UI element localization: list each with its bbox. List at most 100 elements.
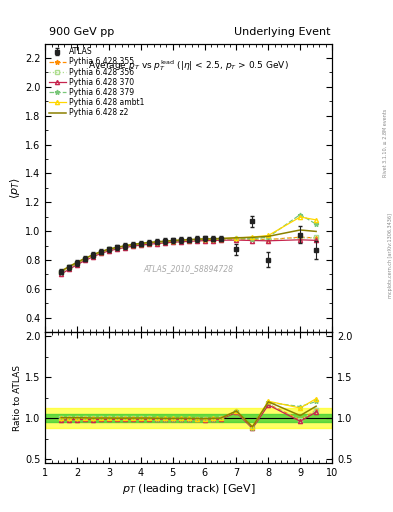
- Pythia 6.428 356: [314, 234, 318, 241]
- Text: Average $p_T$ vs $p_T^{\mathrm{lead}}$ ($|\eta|$ < 2.5, $p_T$ > 0.5 GeV): Average $p_T$ vs $p_T^{\mathrm{lead}}$ (…: [88, 58, 289, 73]
- Pythia 6.428 379: [123, 243, 127, 249]
- Pythia 6.428 z2: [178, 237, 183, 243]
- Line: Pythia 6.428 356: Pythia 6.428 356: [59, 236, 318, 274]
- Pythia 6.428 379: [107, 246, 111, 252]
- Pythia 6.428 355: [107, 247, 111, 253]
- Pythia 6.428 z2: [83, 255, 87, 261]
- Pythia 6.428 z2: [147, 240, 151, 246]
- Pythia 6.428 z2: [186, 237, 191, 243]
- Text: Rivet 3.1.10, ≥ 2.8M events: Rivet 3.1.10, ≥ 2.8M events: [383, 109, 387, 178]
- Pythia 6.428 356: [123, 243, 127, 249]
- Line: Pythia 6.428 355: Pythia 6.428 355: [59, 235, 319, 275]
- Y-axis label: Ratio to ATLAS: Ratio to ATLAS: [13, 365, 22, 431]
- Pythia 6.428 370: [194, 238, 199, 244]
- Pythia 6.428 379: [250, 236, 255, 242]
- Pythia 6.428 355: [250, 236, 255, 242]
- Pythia 6.428 ambt1: [210, 236, 215, 242]
- Pythia 6.428 355: [138, 241, 143, 247]
- Pythia 6.428 370: [147, 241, 151, 247]
- Pythia 6.428 ambt1: [178, 237, 183, 243]
- Pythia 6.428 356: [162, 239, 167, 245]
- Pythia 6.428 379: [234, 236, 239, 242]
- Pythia 6.428 ambt1: [99, 248, 103, 254]
- Pythia 6.428 z2: [314, 228, 318, 234]
- Pythia 6.428 370: [186, 238, 191, 244]
- Pythia 6.428 z2: [202, 236, 207, 242]
- Pythia 6.428 355: [123, 243, 127, 249]
- Pythia 6.428 z2: [250, 234, 255, 241]
- Pythia 6.428 379: [314, 221, 318, 227]
- Pythia 6.428 355: [210, 237, 215, 243]
- Pythia 6.428 370: [99, 250, 103, 257]
- Pythia 6.428 370: [75, 262, 79, 268]
- Pythia 6.428 z2: [91, 252, 95, 258]
- Line: Pythia 6.428 ambt1: Pythia 6.428 ambt1: [59, 215, 318, 273]
- Pythia 6.428 356: [115, 245, 119, 251]
- Pythia 6.428 355: [59, 269, 64, 275]
- Y-axis label: $\langle p_T \rangle$: $\langle p_T \rangle$: [8, 177, 22, 199]
- Pythia 6.428 370: [178, 239, 183, 245]
- Pythia 6.428 355: [186, 237, 191, 243]
- Pythia 6.428 355: [99, 249, 103, 255]
- Pythia 6.428 ambt1: [170, 238, 175, 244]
- Text: 900 GeV pp: 900 GeV pp: [49, 27, 114, 37]
- Text: ATLAS_2010_S8894728: ATLAS_2010_S8894728: [143, 264, 234, 273]
- Text: mcplots.cern.ch [arXiv:1306.3436]: mcplots.cern.ch [arXiv:1306.3436]: [388, 214, 393, 298]
- Pythia 6.428 379: [186, 237, 191, 243]
- Pythia 6.428 ambt1: [266, 232, 271, 239]
- Pythia 6.428 356: [107, 246, 111, 252]
- Pythia 6.428 z2: [218, 236, 223, 242]
- Legend: ATLAS, Pythia 6.428 355, Pythia 6.428 356, Pythia 6.428 370, Pythia 6.428 379, P: ATLAS, Pythia 6.428 355, Pythia 6.428 35…: [48, 46, 146, 119]
- Pythia 6.428 356: [266, 237, 271, 243]
- Pythia 6.428 370: [314, 237, 318, 243]
- Pythia 6.428 379: [138, 241, 143, 247]
- Pythia 6.428 356: [67, 264, 72, 270]
- Pythia 6.428 ambt1: [83, 255, 87, 262]
- Pythia 6.428 356: [91, 252, 95, 259]
- Pythia 6.428 355: [67, 265, 72, 271]
- Pythia 6.428 379: [210, 236, 215, 242]
- Pythia 6.428 356: [178, 238, 183, 244]
- Pythia 6.428 379: [75, 260, 79, 266]
- Pythia 6.428 355: [154, 240, 159, 246]
- Pythia 6.428 ambt1: [298, 214, 303, 220]
- Pythia 6.428 ambt1: [115, 244, 119, 250]
- Pythia 6.428 379: [218, 236, 223, 242]
- Pythia 6.428 356: [234, 236, 239, 242]
- Pythia 6.428 370: [234, 237, 239, 243]
- Pythia 6.428 355: [130, 242, 135, 248]
- Pythia 6.428 z2: [138, 240, 143, 246]
- Bar: [45, 409, 332, 428]
- Pythia 6.428 370: [107, 248, 111, 254]
- Pythia 6.428 ambt1: [107, 246, 111, 252]
- Pythia 6.428 355: [298, 234, 303, 240]
- Pythia 6.428 355: [170, 238, 175, 244]
- Pythia 6.428 370: [298, 237, 303, 243]
- Bar: [45, 414, 332, 422]
- Pythia 6.428 370: [250, 238, 255, 244]
- Pythia 6.428 370: [115, 246, 119, 252]
- Pythia 6.428 ambt1: [59, 268, 64, 274]
- Pythia 6.428 379: [115, 245, 119, 251]
- Pythia 6.428 356: [298, 235, 303, 241]
- Pythia 6.428 370: [67, 266, 72, 272]
- Pythia 6.428 379: [298, 211, 303, 218]
- Pythia 6.428 z2: [99, 248, 103, 254]
- Pythia 6.428 355: [115, 245, 119, 251]
- Pythia 6.428 370: [266, 238, 271, 244]
- Pythia 6.428 355: [162, 239, 167, 245]
- Pythia 6.428 ambt1: [194, 237, 199, 243]
- Pythia 6.428 356: [186, 237, 191, 243]
- Pythia 6.428 ambt1: [162, 238, 167, 244]
- Pythia 6.428 ambt1: [130, 242, 135, 248]
- Pythia 6.428 356: [170, 238, 175, 244]
- Pythia 6.428 z2: [59, 268, 64, 274]
- Pythia 6.428 ambt1: [186, 237, 191, 243]
- Pythia 6.428 ambt1: [147, 240, 151, 246]
- Pythia 6.428 379: [202, 237, 207, 243]
- Pythia 6.428 z2: [130, 241, 135, 247]
- Pythia 6.428 z2: [170, 238, 175, 244]
- Pythia 6.428 ambt1: [123, 243, 127, 249]
- Pythia 6.428 356: [154, 239, 159, 245]
- Pythia 6.428 ambt1: [314, 217, 318, 223]
